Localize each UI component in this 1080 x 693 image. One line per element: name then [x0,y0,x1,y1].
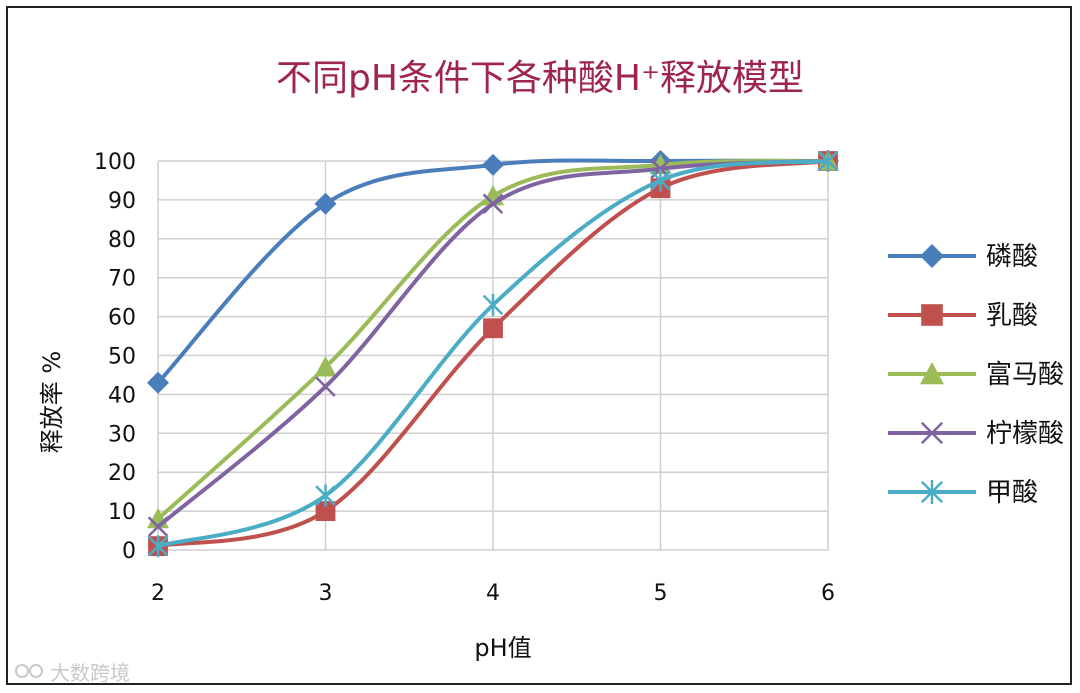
legend-marker-3 [920,421,944,445]
watermark: 大数跨境 [50,661,130,685]
y-tick-label-100: 100 [94,150,136,175]
data-point-1-2 [483,318,503,339]
legend-label-2: 富马酸 [986,360,1064,390]
data-point-2-1 [314,356,337,377]
x-tick-label-5: 5 [654,581,668,606]
gridlines [157,160,829,551]
data-point-4-1 [315,484,336,507]
data-point-0-1 [314,192,337,215]
y-tick-label-20: 20 [108,461,136,486]
x-axis-label: pH值 [474,634,531,662]
data-point-0-0 [147,371,169,394]
series-4 [147,150,839,558]
y-tick-label-90: 90 [108,189,136,214]
chart-title: 不同pH条件下各种酸H⁺释放模型 [276,58,804,99]
data-point-4-0 [147,535,169,558]
watermark-logo-icon [15,664,43,678]
data-point-4-4 [817,150,839,172]
legend-item-3: 柠檬酸 [888,419,1064,449]
y-axis-label: 释放率 % [38,351,66,453]
legend-marker-1 [921,304,943,326]
y-tick-label-10: 10 [108,500,136,525]
legend-label-4: 甲酸 [986,478,1038,508]
data-point-4-2 [482,293,504,316]
x-axis-ticks: 2 3 4 5 6 [151,581,835,606]
x-tick-label-4: 4 [486,581,500,606]
data-point-0-2 [482,153,504,176]
legend-label-0: 磷酸 [986,242,1038,272]
series-line-2 [156,158,829,521]
legend-item-2: 富马酸 [888,360,1064,390]
legend-item-4: 甲酸 [888,478,1038,508]
legend-item-0: 磷酸 [888,242,1038,272]
chart-frame: 不同pH条件下各种酸H⁺释放模型 0 10 20 30 40 50 60 70 80 90 100 … [6,6,1072,685]
x-tick-label-2: 2 [151,581,165,606]
data-point-3-2 [482,193,504,215]
data-point-3-1 [315,376,336,397]
legend-label-3: 柠檬酸 [986,419,1064,449]
y-tick-label-40: 40 [108,383,136,408]
series-group [147,150,839,558]
series-line-3 [156,159,829,529]
y-tick-label-60: 60 [108,306,136,331]
legend-item-1: 乳酸 [888,301,1038,331]
legend-marker-2 [920,362,944,385]
y-tick-label-70: 70 [108,267,136,292]
y-axis-ticks: 0 10 20 30 40 50 60 70 80 90 100 [94,150,136,564]
y-tick-label-0: 0 [122,539,136,564]
legend-marker-0 [920,244,944,268]
y-tick-label-80: 80 [108,228,136,253]
y-tick-label-30: 30 [108,422,136,447]
data-point-3-0 [147,516,169,537]
data-point-4-3 [650,169,671,192]
legend-marker-4 [920,480,944,504]
x-tick-label-6: 6 [821,581,835,606]
data-point-1-1 [315,501,336,521]
legend-label-1: 乳酸 [986,301,1038,331]
line-chart: 不同pH条件下各种酸H⁺释放模型 0102030405060708090100 … [15,58,1064,685]
x-tick-label-3: 3 [319,581,333,606]
y-tick-label-50: 50 [108,345,136,370]
